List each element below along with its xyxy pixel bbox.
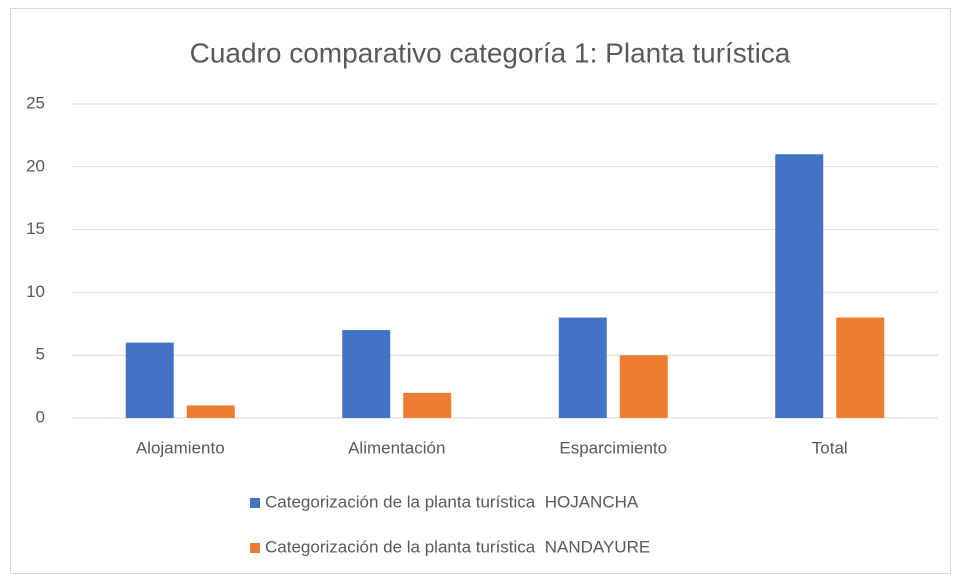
legend-label: Categorización de la planta turística NA… <box>265 537 650 556</box>
y-tick-label: 5 <box>36 345 45 364</box>
bar <box>342 330 391 418</box>
y-tick-label: 20 <box>26 156 45 175</box>
bar <box>836 317 885 418</box>
x-tick-label: Alimentación <box>348 438 445 457</box>
bar <box>775 154 824 419</box>
x-tick-label: Alojamiento <box>136 438 225 457</box>
bar <box>403 392 452 418</box>
y-tick-label: 0 <box>36 407 45 426</box>
y-tick-label: 10 <box>26 282 45 301</box>
bar <box>186 405 235 418</box>
x-tick-label: Total <box>812 438 848 457</box>
y-tick-label: 25 <box>26 93 45 112</box>
x-tick-label: Esparcimiento <box>559 438 667 457</box>
bar <box>125 342 174 418</box>
legend-swatch <box>250 543 260 553</box>
chart-title: Cuadro comparativo categoría 1: Planta t… <box>190 37 791 68</box>
legend-label: Categorización de la planta turística HO… <box>265 492 639 511</box>
y-tick-label: 15 <box>26 219 45 238</box>
bar <box>619 355 668 418</box>
bar <box>558 317 607 418</box>
legend-swatch <box>250 498 260 508</box>
